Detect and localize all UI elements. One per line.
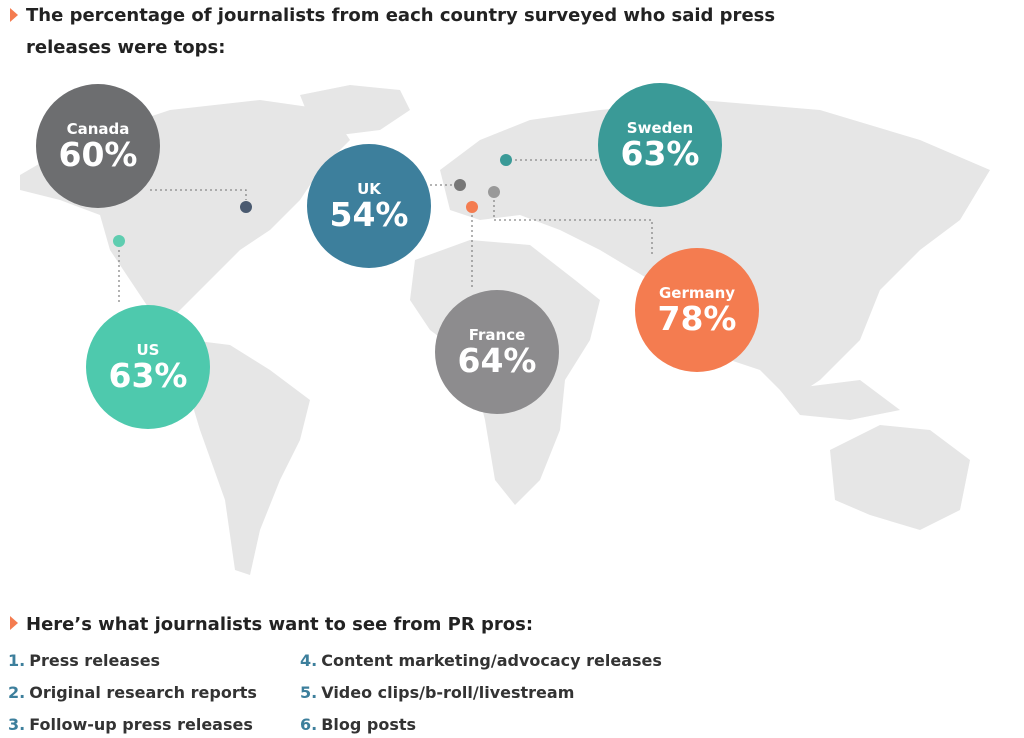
- list-item: 6. Blog posts: [300, 715, 416, 734]
- item-number: 4.: [300, 651, 317, 670]
- list-item: 3. Follow-up press releases: [8, 715, 253, 734]
- location-dot: [500, 154, 512, 166]
- country-name: UK: [357, 180, 382, 198]
- country-value: 54%: [330, 195, 409, 234]
- country-name: Canada: [67, 120, 130, 138]
- list-item: 2. Original research reports: [8, 683, 257, 702]
- bubble: [86, 305, 210, 429]
- location-dot: [466, 201, 478, 213]
- bubble: [435, 290, 559, 414]
- item-text: Press releases: [29, 651, 160, 670]
- bubble: [635, 248, 759, 372]
- location-dot: [454, 179, 466, 191]
- bubble: [36, 84, 160, 208]
- location-dot: [240, 201, 252, 213]
- country-name: Germany: [659, 284, 735, 302]
- list-item: 4. Content marketing/advocacy releases: [300, 651, 662, 670]
- country-name: Sweden: [627, 119, 693, 137]
- country-value: 63%: [109, 356, 188, 395]
- list-item: 5. Video clips/b-roll/livestream: [300, 683, 574, 702]
- country-value: 64%: [458, 341, 537, 380]
- country-bubbles: Canada60%UK54%Sweden63%Germany78%France6…: [36, 83, 759, 429]
- bubble: [598, 83, 722, 207]
- item-number: 2.: [8, 683, 25, 702]
- item-text: Follow-up press releases: [29, 715, 253, 734]
- item-text: Video clips/b-roll/livestream: [321, 683, 574, 702]
- item-number: 1.: [8, 651, 25, 670]
- item-number: 3.: [8, 715, 25, 734]
- country-name: US: [137, 341, 160, 359]
- country-value: 78%: [658, 299, 737, 338]
- item-text: Content marketing/advocacy releases: [321, 651, 662, 670]
- title: The percentage of journalists from each …: [26, 5, 775, 26]
- bullet-marker: [10, 8, 18, 22]
- item-text: Blog posts: [321, 715, 416, 734]
- country-value: 60%: [59, 135, 138, 174]
- bullet-marker: [10, 616, 18, 630]
- country-name: France: [469, 326, 526, 344]
- list-item: 1. Press releases: [8, 651, 160, 670]
- item-number: 5.: [300, 683, 317, 702]
- connector: [493, 200, 653, 255]
- title: releases were tops:: [26, 37, 225, 58]
- location-dot: [113, 235, 125, 247]
- location-dot: [488, 186, 500, 198]
- bubble: [307, 144, 431, 268]
- list-title: Here’s what journalists want to see from…: [26, 614, 533, 635]
- connector: [150, 189, 247, 200]
- item-text: Original research reports: [29, 683, 257, 702]
- country-value: 63%: [621, 134, 700, 173]
- item-number: 6.: [300, 715, 317, 734]
